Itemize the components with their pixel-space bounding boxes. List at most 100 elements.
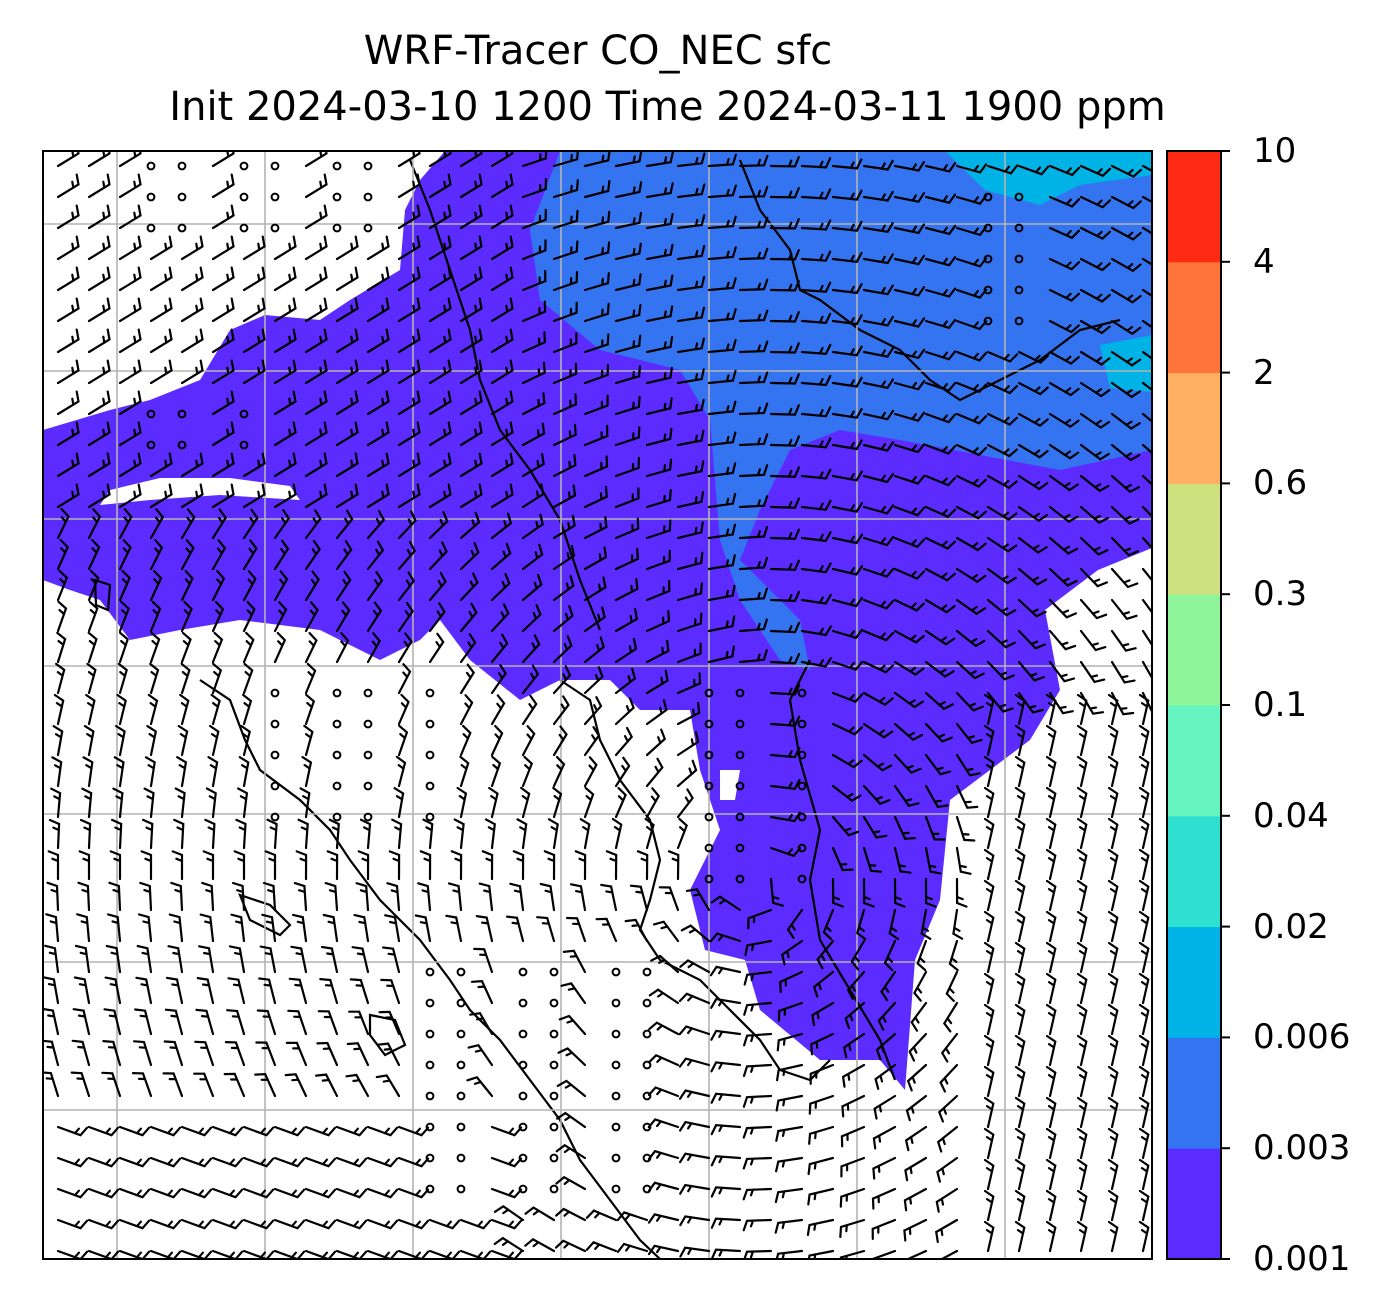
wind-barb (862, 472, 895, 484)
wind-barb (481, 850, 494, 881)
wind-barb (709, 965, 742, 977)
wind-barb (1110, 412, 1141, 430)
wind-barb (862, 441, 895, 452)
wind-barb (180, 508, 196, 540)
wind-barb (678, 1057, 711, 1068)
wind-barb (862, 567, 895, 578)
wind-barb (800, 374, 832, 387)
wind-barb (1107, 1096, 1119, 1129)
wind-barb (149, 539, 164, 571)
colorbar-segment (1167, 815, 1221, 928)
wind-barb (1110, 567, 1139, 589)
wind-barb (955, 474, 987, 488)
wind-barb (211, 1249, 244, 1259)
wind-barb (384, 914, 401, 943)
wind-barb (211, 539, 227, 571)
wind-barb (554, 1239, 587, 1253)
wind-barb (676, 214, 706, 230)
wind-barb (583, 455, 609, 478)
wind-barb (1014, 755, 1026, 788)
wind-barb (1014, 786, 1026, 819)
wind-barb (230, 913, 246, 943)
wind-barb (676, 245, 706, 261)
wind-barb (1079, 257, 1111, 272)
island-3 (93, 578, 112, 612)
wind-barb (1079, 164, 1112, 178)
wind-barb (56, 1249, 89, 1259)
wind-barb (1107, 1065, 1119, 1098)
calm-circle (270, 719, 280, 729)
wind-barb (143, 787, 155, 819)
wind-barb (983, 1127, 995, 1160)
calm-circle (146, 161, 156, 171)
wind-barb (117, 662, 128, 695)
plume-gap-1 (100, 478, 300, 505)
wind-barb (552, 179, 579, 199)
calm-circle (642, 1122, 652, 1132)
wind-barb (1110, 536, 1139, 557)
wind-barb (710, 1029, 742, 1041)
wind-barb (428, 602, 446, 633)
wind-barb (560, 982, 587, 1005)
wind-barb (382, 946, 401, 974)
wind-barb (136, 945, 153, 974)
calm-circle (704, 812, 714, 822)
wind-barb (118, 266, 142, 292)
wind-barb (118, 508, 133, 540)
wind-barb (240, 724, 251, 757)
calm-circle (425, 750, 435, 760)
wind-barb (235, 818, 247, 850)
wind-barb (1138, 755, 1150, 788)
wind-barb (650, 954, 680, 974)
wind-barb (85, 693, 96, 726)
wind-barb (614, 334, 642, 354)
wind-barb (945, 970, 959, 1003)
wind-barb (1110, 443, 1141, 462)
wind-barb (366, 540, 385, 571)
wind-barb (893, 784, 920, 807)
colorbar-tick-label: 4 (1253, 241, 1275, 282)
wind-barb (207, 756, 219, 788)
wind-barb (304, 483, 328, 509)
wind-barb (490, 512, 513, 540)
wind-barb (242, 297, 266, 323)
calm-circle (146, 409, 156, 419)
calm-circle (704, 781, 714, 791)
wind-barb (87, 1187, 120, 1199)
wind-barb (366, 1218, 399, 1230)
wind-barb (775, 1125, 804, 1142)
wind-barb (428, 483, 452, 509)
wind-barb (147, 693, 159, 726)
wind-barb (986, 350, 1019, 363)
wind-barb (1079, 505, 1110, 525)
wind-barb (583, 756, 598, 788)
wind-barb (87, 1218, 120, 1230)
wind-barb (738, 309, 769, 323)
wind-barb (888, 908, 900, 941)
wind-barb (475, 915, 494, 943)
wind-barb (1110, 660, 1136, 684)
wind-barb (1110, 474, 1140, 494)
wind-barb (1045, 724, 1057, 757)
wind-barb (335, 266, 359, 292)
wind-barb (1138, 1034, 1150, 1067)
wind-barb (1048, 381, 1080, 397)
wind-barb (556, 1111, 587, 1129)
wind-barb (707, 462, 737, 478)
wind-barb (616, 1242, 649, 1253)
wind-barb (831, 877, 844, 908)
wind-barb (459, 755, 470, 788)
calm-circle (642, 967, 652, 977)
wind-barb (242, 539, 258, 571)
wind-barb (552, 605, 574, 633)
wind-barb (1138, 1065, 1150, 1098)
wind-barb (335, 452, 359, 478)
wind-barb (585, 1241, 618, 1253)
wind-barb (676, 672, 702, 695)
wind-barb (707, 523, 736, 540)
wind-barb (1045, 1034, 1057, 1067)
wind-barb (135, 976, 153, 1005)
wind-barb (1014, 1065, 1026, 1098)
wind-barb (1076, 910, 1088, 943)
tracer-plume-mid (945, 151, 1152, 205)
